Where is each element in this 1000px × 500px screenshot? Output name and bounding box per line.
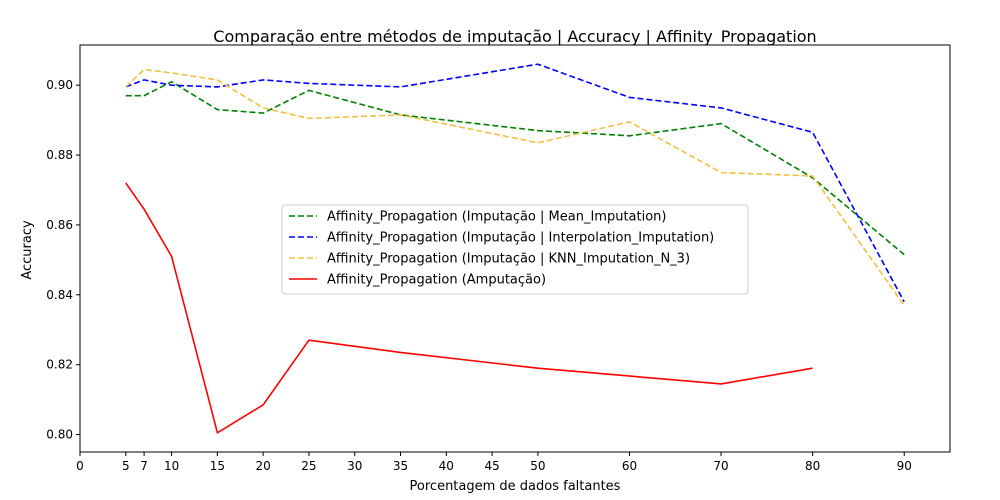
series-layer [125, 63, 905, 434]
x-tick-label: 50 [530, 459, 545, 473]
y-tick-label: 0.80 [46, 428, 73, 442]
x-tick-label: 7 [140, 459, 148, 473]
chart-title: Comparação entre métodos de imputação | … [213, 27, 816, 47]
x-tick-label: 30 [347, 459, 362, 473]
series-line-1 [125, 80, 905, 256]
y-axis-label: Accuracy [20, 220, 35, 280]
y-tick-label: 0.84 [46, 288, 73, 302]
legend-label-3: Affinity_Propagation (Imputação | KNN_Im… [327, 252, 690, 267]
series-line-4 [125, 182, 813, 434]
x-tick-label: 0 [76, 459, 84, 473]
x-tick-label: 90 [897, 459, 912, 473]
y-tick-label: 0.90 [46, 78, 73, 92]
x-tick-label: 60 [622, 459, 637, 473]
x-tick-label: 40 [439, 459, 454, 473]
x-tick-label: 25 [301, 459, 316, 473]
series-line-2 [125, 63, 905, 303]
y-tick-label: 0.82 [46, 358, 73, 372]
legend: Affinity_Propagation (Imputação | Mean_I… [281, 204, 749, 295]
plot-frame [79, 44, 951, 453]
legend-label-2: Affinity_Propagation (Imputação | Interp… [327, 231, 714, 246]
y-tick-label: 0.86 [46, 218, 73, 232]
x-tick-label: 80 [805, 459, 820, 473]
x-tick-label: 70 [713, 459, 728, 473]
x-tick-label: 20 [256, 459, 271, 473]
x-tick-label: 5 [122, 459, 130, 473]
x-tick-label: 45 [484, 459, 499, 473]
x-tick-label: 15 [210, 459, 225, 473]
y-tick-label: 0.88 [46, 148, 73, 162]
legend-label-4: Affinity_Propagation (Amputação) [327, 273, 546, 288]
legend-box [281, 204, 749, 295]
x-axis-ticks: 0 5 7 10 15 20 25 30 35 40 45 50 60 70 80 90 [76, 452, 912, 473]
series-line-3 [125, 68, 905, 306]
x-tick-label: 35 [393, 459, 408, 473]
x-tick-label: 10 [164, 459, 179, 473]
x-axis-label: Porcentagem de dados faltantes [410, 479, 621, 494]
y-axis-ticks: 0.80 0.82 0.84 0.86 0.88 0.90 [46, 78, 80, 442]
legend-label-1: Affinity_Propagation (Imputação | Mean_I… [327, 210, 666, 225]
